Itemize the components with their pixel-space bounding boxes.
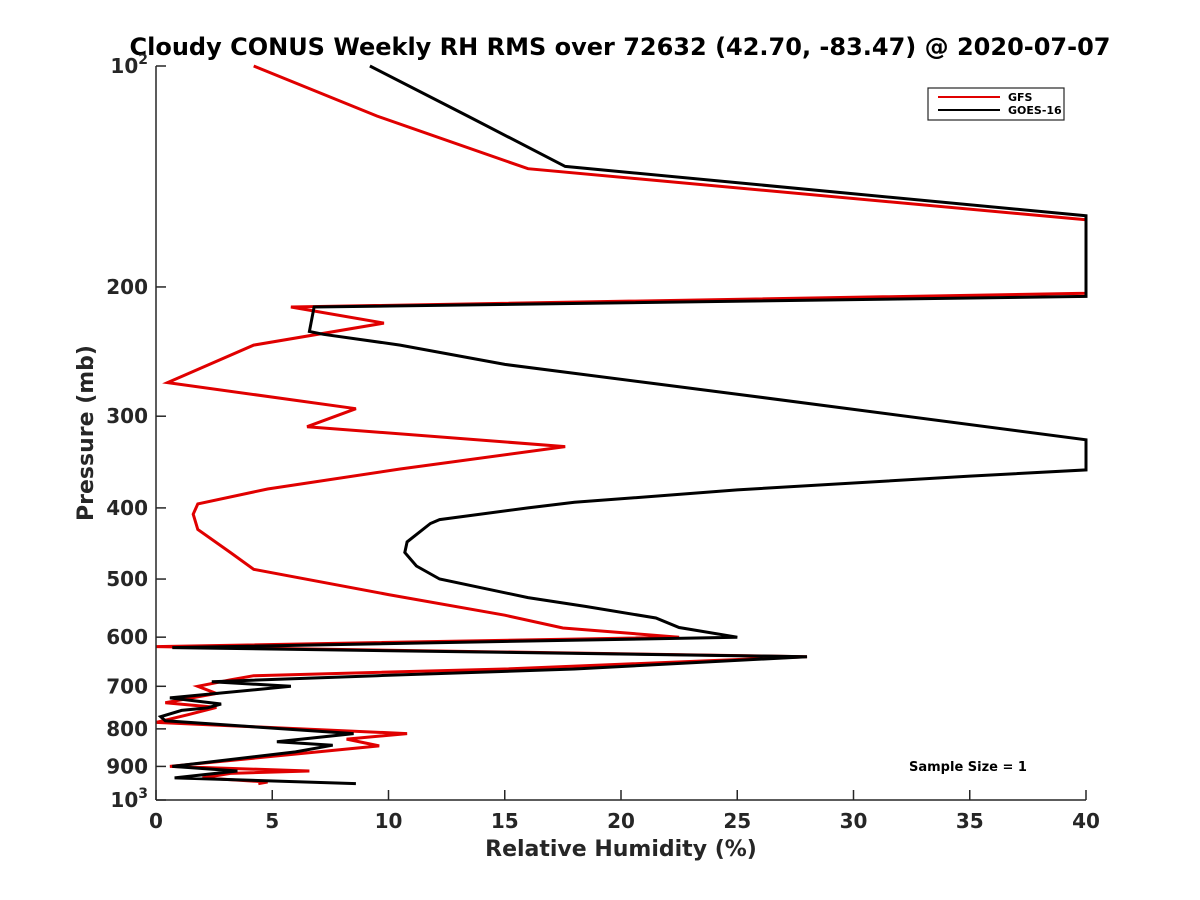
x-tick-label: 5 bbox=[265, 809, 279, 833]
x-tick-label: 10 bbox=[375, 809, 403, 833]
legend-label-goes16: GOES-16 bbox=[1008, 104, 1062, 117]
y-tick-label: 700 bbox=[106, 674, 148, 698]
y-tick-label: 600 bbox=[106, 625, 148, 649]
series-line-goes16 bbox=[157, 64, 1088, 786]
x-tick-label: 25 bbox=[723, 809, 751, 833]
x-tick-label: 40 bbox=[1072, 809, 1100, 833]
legend-label-gfs: GFS bbox=[1008, 91, 1033, 104]
y-tick-label: 800 bbox=[106, 717, 148, 741]
y-tick-label: 200 bbox=[106, 275, 148, 299]
x-ticks: 0 5 10 15 20 25 30 35 40 bbox=[149, 790, 1100, 833]
series-line-gfs bbox=[155, 64, 1088, 786]
y-tick-label: 400 bbox=[106, 496, 148, 520]
y-axis-label: Pressure (mb) bbox=[74, 345, 99, 521]
x-tick-label: 0 bbox=[149, 809, 163, 833]
y-tick-label: 900 bbox=[106, 754, 148, 778]
y-tick-label: 102 bbox=[110, 52, 148, 78]
x-axis-label: Relative Humidity (%) bbox=[485, 837, 757, 862]
x-tick-label: 35 bbox=[956, 809, 984, 833]
legend-box bbox=[927, 87, 1065, 121]
chart-title: Cloudy CONUS Weekly RH RMS over 72632 (4… bbox=[130, 33, 1111, 61]
sample-size-annotation: Sample Size = 1 bbox=[909, 760, 1027, 775]
y-tick-label: 300 bbox=[106, 404, 148, 428]
y-ticks: 102 200 300 400 500 600 700 800 900 103 bbox=[106, 52, 166, 812]
plot-lines bbox=[155, 64, 1088, 786]
x-tick-label: 15 bbox=[491, 809, 519, 833]
x-tick-label: 20 bbox=[607, 809, 635, 833]
legend: GFS GOES-16 bbox=[927, 87, 1065, 121]
y-tick-label: 103 bbox=[110, 786, 148, 812]
x-tick-label: 30 bbox=[840, 809, 868, 833]
y-tick-label: 500 bbox=[106, 567, 148, 591]
